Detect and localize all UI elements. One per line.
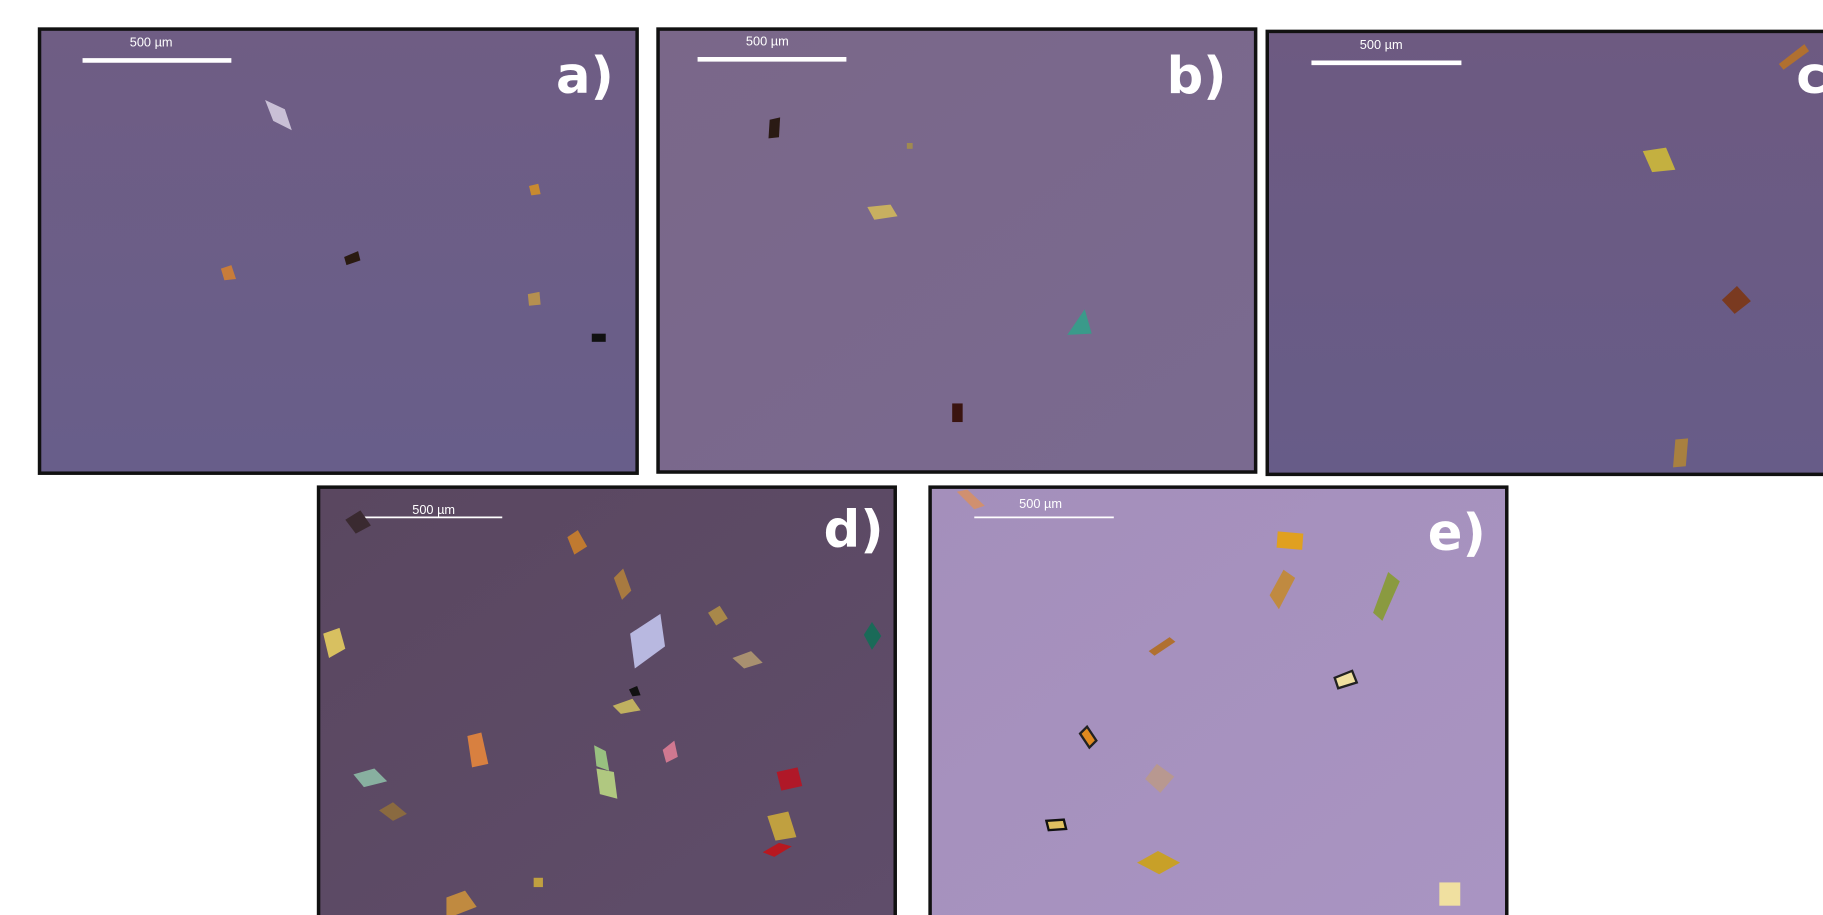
crystal xyxy=(952,403,962,422)
panel-label: e) xyxy=(1428,504,1486,563)
panel-label: d) xyxy=(824,500,884,559)
panel-c: 500 µm c xyxy=(1267,31,1823,474)
panel-a: 500 µm a) xyxy=(40,29,638,473)
scale-label: 500 µm xyxy=(746,33,789,48)
scale-label: 500 µm xyxy=(130,35,173,50)
crystal xyxy=(1277,531,1304,550)
scale-label: 500 µm xyxy=(1019,496,1062,511)
crystal xyxy=(1439,882,1460,905)
scale-label: 500 µm xyxy=(1360,37,1403,52)
micrograph xyxy=(319,487,896,915)
panel-d: 500 µm d) xyxy=(319,487,896,915)
scale-label: 500 µm xyxy=(412,502,455,517)
panel-b: 500 µm b) xyxy=(658,29,1256,472)
crystal xyxy=(528,292,541,306)
micrograph xyxy=(40,29,638,473)
page: 500 µm a) 500 µm b) 500 µm c 500 µm d xyxy=(0,0,1823,915)
micrograph xyxy=(930,487,1507,915)
crystal xyxy=(534,878,543,887)
panel-e: 500 µm e) xyxy=(930,487,1507,915)
crystal xyxy=(907,143,913,149)
micrograph xyxy=(1267,31,1823,474)
figure: 500 µm a) 500 µm b) 500 µm c 500 µm d xyxy=(0,0,1823,915)
panel-label: b) xyxy=(1167,47,1227,106)
crystal xyxy=(768,117,780,138)
crystal xyxy=(592,334,606,342)
crystal xyxy=(1673,438,1688,467)
panel-label: a) xyxy=(556,47,614,106)
crystal xyxy=(1046,820,1066,830)
